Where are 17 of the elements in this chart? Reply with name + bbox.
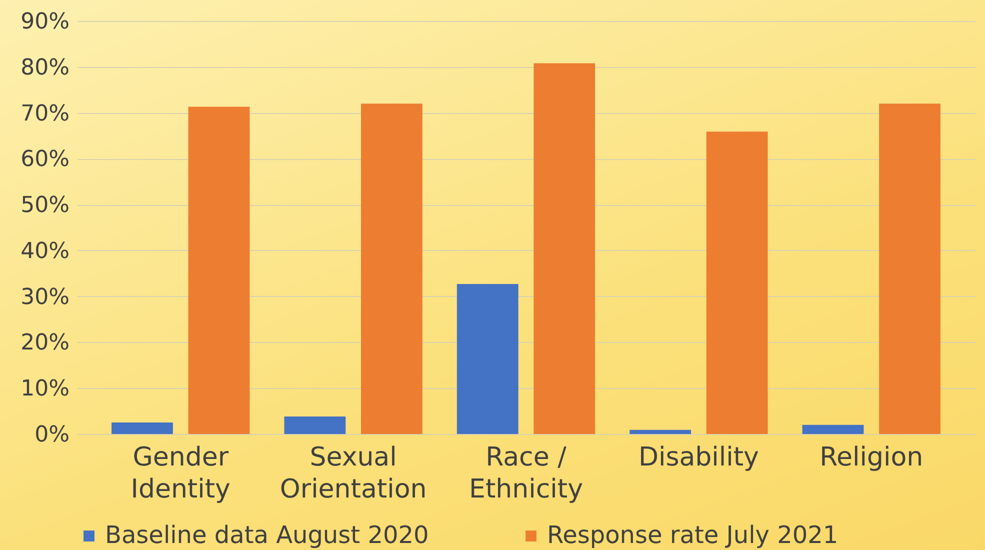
y-tick-label: 30% xyxy=(20,284,70,310)
x-tick-label: Sexual Orientation xyxy=(280,442,427,504)
y-tick-label: 40% xyxy=(20,238,70,264)
legend-label: Response rate July 2021 xyxy=(547,521,838,549)
x-tick-label: Disability xyxy=(638,442,759,472)
legend-label: Baseline data August 2020 xyxy=(105,521,429,549)
y-tick-label: 90% xyxy=(20,10,70,34)
y-tick-label: 50% xyxy=(20,193,70,218)
y-tick-label: 20% xyxy=(20,330,70,356)
y-tick-label: 70% xyxy=(20,101,70,126)
y-tick-label: 0% xyxy=(34,422,70,448)
x-tick-label: Religion xyxy=(820,442,924,472)
x-tick-label: Gender Identity xyxy=(130,442,230,504)
y-tick-label: 60% xyxy=(20,147,70,172)
y-tick-label: 80% xyxy=(20,55,70,80)
x-tick-label: Race / Ethnicity xyxy=(469,442,583,504)
y-tick-label: 10% xyxy=(20,376,70,402)
